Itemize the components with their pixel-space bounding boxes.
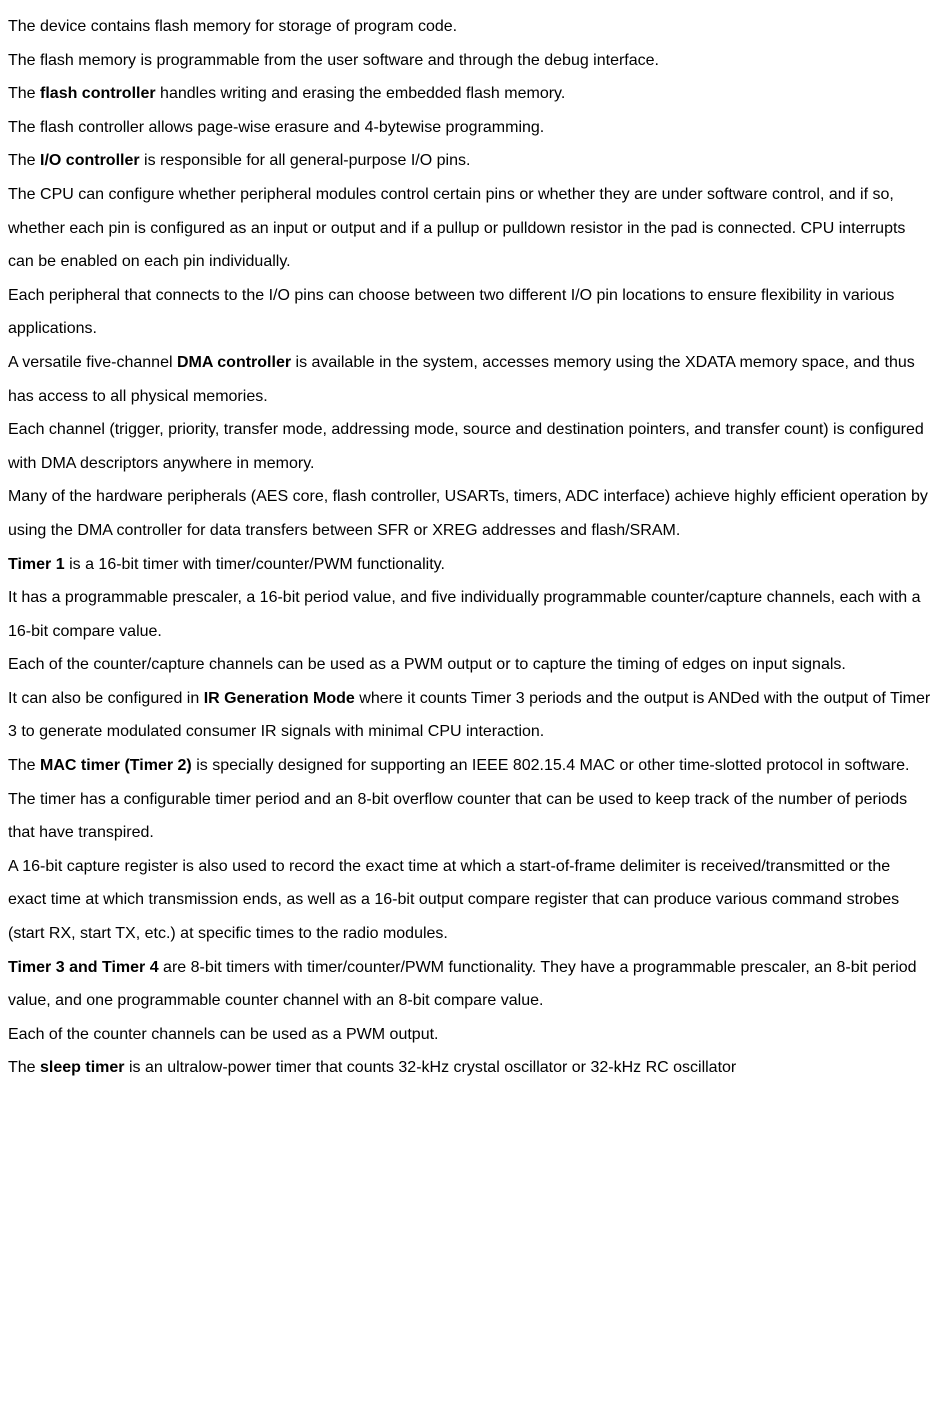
paragraph: The flash memory is programmable from th… xyxy=(8,44,932,78)
body-text: Each of the counter/capture channels can… xyxy=(8,656,846,673)
body-text: The flash controller allows page-wise er… xyxy=(8,119,544,136)
body-text: Each peripheral that connects to the I/O… xyxy=(8,287,894,338)
body-text: A versatile five-channel xyxy=(8,354,177,371)
body-text: The CPU can configure whether peripheral… xyxy=(8,186,905,270)
body-text: A 16-bit capture register is also used t… xyxy=(8,858,899,942)
bold-text: Timer 3 and Timer 4 xyxy=(8,959,159,976)
body-text: The xyxy=(8,1059,40,1076)
paragraph: Each peripheral that connects to the I/O… xyxy=(8,279,932,346)
bold-text: IR Generation Mode xyxy=(204,690,355,707)
bold-text: DMA controller xyxy=(177,354,291,371)
body-text: is specially designed for supporting an … xyxy=(192,757,910,774)
paragraph: A versatile five-channel DMA controller … xyxy=(8,346,932,413)
paragraph: It has a programmable prescaler, a 16-bi… xyxy=(8,581,932,648)
body-text: Each of the counter channels can be used… xyxy=(8,1026,438,1043)
paragraph: Each channel (trigger, priority, transfe… xyxy=(8,413,932,480)
paragraph: The flash controller allows page-wise er… xyxy=(8,111,932,145)
paragraph: The sleep timer is an ultralow-power tim… xyxy=(8,1051,932,1085)
body-text: Many of the hardware peripherals (AES co… xyxy=(8,488,928,539)
body-text: Each channel (trigger, priority, transfe… xyxy=(8,421,924,472)
paragraph: Each of the counter channels can be used… xyxy=(8,1018,932,1052)
paragraph: A 16-bit capture register is also used t… xyxy=(8,850,932,951)
bold-text: Timer 1 xyxy=(8,556,65,573)
paragraph: Each of the counter/capture channels can… xyxy=(8,648,932,682)
paragraph: It can also be configured in IR Generati… xyxy=(8,682,932,749)
document-content: The device contains flash memory for sto… xyxy=(8,10,932,1085)
bold-text: I/O controller xyxy=(40,152,140,169)
paragraph: Timer 3 and Timer 4 are 8-bit timers wit… xyxy=(8,951,932,1018)
paragraph: The flash controller handles writing and… xyxy=(8,77,932,111)
body-text: The xyxy=(8,757,40,774)
body-text: is a 16-bit timer with timer/counter/PWM… xyxy=(65,556,445,573)
body-text: It can also be configured in xyxy=(8,690,204,707)
body-text: is an ultralow-power timer that counts 3… xyxy=(125,1059,737,1076)
paragraph: Timer 1 is a 16-bit timer with timer/cou… xyxy=(8,548,932,582)
bold-text: sleep timer xyxy=(40,1059,124,1076)
paragraph: The timer has a configurable timer perio… xyxy=(8,783,932,850)
bold-text: flash controller xyxy=(40,85,156,102)
body-text: handles writing and erasing the embedded… xyxy=(156,85,566,102)
body-text: The device contains flash memory for sto… xyxy=(8,18,457,35)
body-text: The xyxy=(8,85,40,102)
body-text: The flash memory is programmable from th… xyxy=(8,52,659,69)
paragraph: The MAC timer (Timer 2) is specially des… xyxy=(8,749,932,783)
body-text: The xyxy=(8,152,40,169)
body-text: is responsible for all general-purpose I… xyxy=(140,152,471,169)
paragraph: The device contains flash memory for sto… xyxy=(8,10,932,44)
paragraph: Many of the hardware peripherals (AES co… xyxy=(8,480,932,547)
body-text: It has a programmable prescaler, a 16-bi… xyxy=(8,589,921,640)
paragraph: The CPU can configure whether peripheral… xyxy=(8,178,932,279)
bold-text: MAC timer (Timer 2) xyxy=(40,757,192,774)
paragraph: The I/O controller is responsible for al… xyxy=(8,144,932,178)
body-text: The timer has a configurable timer perio… xyxy=(8,791,907,842)
